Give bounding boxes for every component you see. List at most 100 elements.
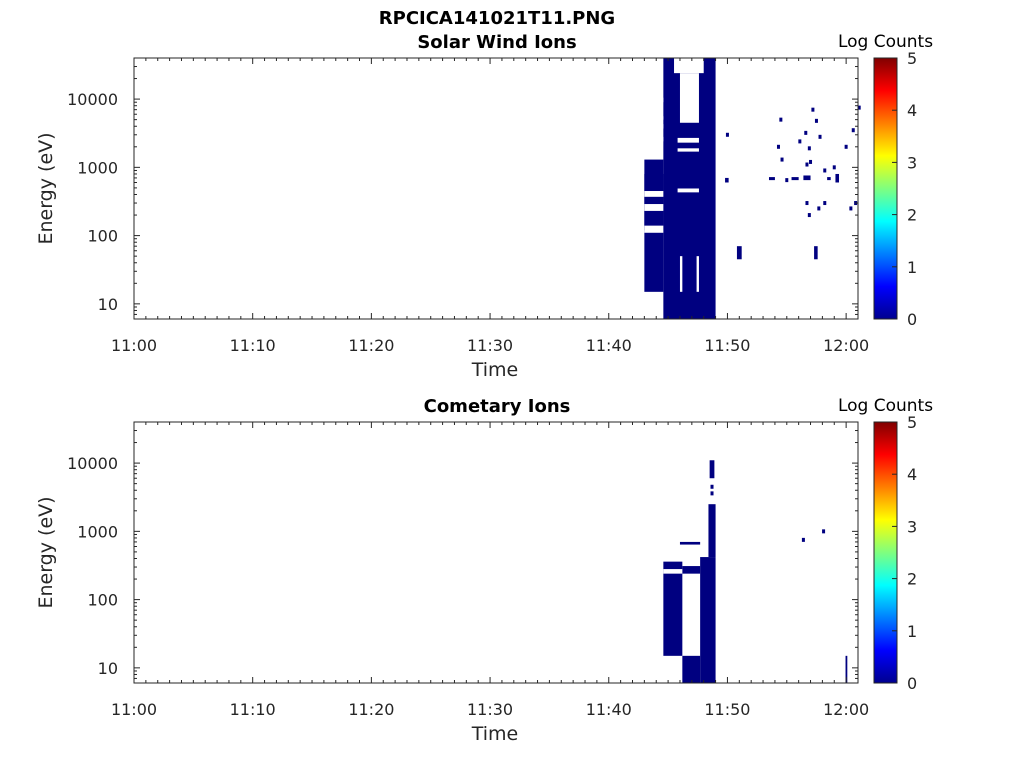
figure-title: RPCICA141021T11.PNG: [379, 8, 615, 29]
x-tick-label: 12:00: [823, 336, 869, 355]
y-tick-label: 1000: [77, 158, 118, 177]
colorbar-tick-label: 1: [907, 622, 917, 641]
data-gap: [644, 124, 664, 129]
data-cell: [644, 173, 664, 231]
data-point: [725, 132, 729, 137]
y-axis-label: Energy (eV): [35, 496, 57, 608]
y-tick-label: 10000: [67, 90, 118, 109]
data-cell: [803, 175, 811, 181]
y-tick-label: 10: [98, 659, 118, 678]
panel-cometary: 11:00 11:10 11:20 11:30 11:40 11:50 12:0010100…: [35, 396, 933, 745]
panel-title: Solar Wind Ions: [417, 32, 576, 53]
panel-solar-wind: 11:00 11:10 11:20 11:30 11:40 11:50 12:0010100…: [35, 32, 933, 381]
data-cell: [725, 177, 729, 183]
colorbar-tick-label: 0: [907, 674, 917, 693]
data-point: [818, 134, 822, 139]
x-tick-label: 11:10: [230, 700, 276, 719]
data-point: [811, 107, 815, 112]
colorbar-tick-label: 3: [907, 153, 917, 172]
data-point: [849, 206, 853, 211]
data-gap: [644, 225, 664, 233]
data-cell: [708, 504, 716, 558]
y-tick-label: 1000: [77, 522, 118, 541]
data-gap: [644, 136, 664, 142]
x-tick-label: 11:30: [467, 336, 513, 355]
data-cell: [768, 177, 775, 181]
x-tick-label: 12:00: [823, 700, 869, 719]
colorbar: [873, 421, 898, 684]
colorbar-tick-label: 0: [907, 310, 917, 329]
data-point: [779, 117, 783, 122]
data-gap: [679, 73, 699, 123]
colorbar-tick-label: 2: [907, 206, 917, 225]
data-gap: [677, 148, 699, 152]
data-point: [807, 213, 811, 218]
data-point: [851, 128, 855, 133]
colorbar-label: Log Counts: [838, 32, 933, 52]
data-point: [823, 168, 827, 173]
colorbar: [873, 57, 898, 320]
x-tick-label: 11:00: [111, 336, 157, 355]
x-tick-label: 11:00: [111, 700, 157, 719]
data-point: [822, 529, 826, 534]
x-tick-label: 11:10: [230, 336, 276, 355]
colorbar-tick-label: 5: [907, 49, 917, 68]
colorbar-label: Log Counts: [838, 396, 933, 416]
data-gap: [677, 188, 699, 193]
axes-box: [133, 57, 859, 320]
x-tick-label: 11:50: [704, 700, 750, 719]
data-point: [817, 206, 821, 211]
data-point: [805, 201, 809, 206]
axes-box: [133, 421, 859, 684]
data-point: [798, 139, 802, 144]
data-cell: [814, 246, 818, 260]
x-tick-label: 11:30: [467, 700, 513, 719]
x-tick-label: 11:40: [586, 336, 632, 355]
data-cell: [682, 655, 701, 683]
panel-title: Cometary Ions: [424, 396, 571, 417]
data-gap: [644, 191, 664, 197]
data-point: [809, 159, 813, 164]
colorbar-tick-label: 4: [907, 101, 917, 120]
colorbar-tick-label: 1: [907, 258, 917, 277]
data-point: [857, 105, 861, 110]
data-gap: [674, 58, 704, 74]
data-point: [785, 178, 789, 183]
colorbar-tick-label: 5: [907, 413, 917, 432]
data-cell: [791, 177, 799, 181]
data-point: [710, 484, 714, 489]
y-tick-label: 100: [87, 591, 118, 610]
data-cell: [679, 541, 701, 545]
data-cell: [845, 655, 848, 683]
data-point: [804, 130, 808, 135]
x-tick-label: 11:20: [348, 700, 394, 719]
data-cell: [682, 566, 701, 574]
data-point: [814, 118, 818, 123]
data-cell: [700, 557, 716, 683]
plot-area: [134, 58, 858, 319]
x-tick-label: 11:50: [704, 336, 750, 355]
y-axis-label: Energy (eV): [35, 132, 57, 244]
x-axis-label: Time: [471, 359, 519, 381]
data-point: [801, 537, 805, 542]
data-cell: [835, 173, 840, 183]
data-cell: [827, 177, 831, 181]
colorbar-tick-label: 2: [907, 570, 917, 589]
data-point: [710, 491, 714, 496]
data-point: [805, 162, 809, 167]
data-gap: [644, 97, 664, 103]
data-point: [844, 144, 848, 149]
data-gap: [644, 204, 664, 211]
x-axis-label: Time: [471, 723, 519, 745]
data-gap: [677, 137, 699, 143]
x-tick-label: 11:40: [586, 700, 632, 719]
data-cell: [709, 460, 715, 479]
data-gap: [696, 256, 699, 292]
data-point: [807, 146, 811, 151]
data-point: [780, 157, 784, 162]
data-point: [776, 144, 780, 149]
y-tick-label: 10000: [67, 454, 118, 473]
data-gap: [679, 256, 683, 292]
data-point: [832, 165, 836, 170]
